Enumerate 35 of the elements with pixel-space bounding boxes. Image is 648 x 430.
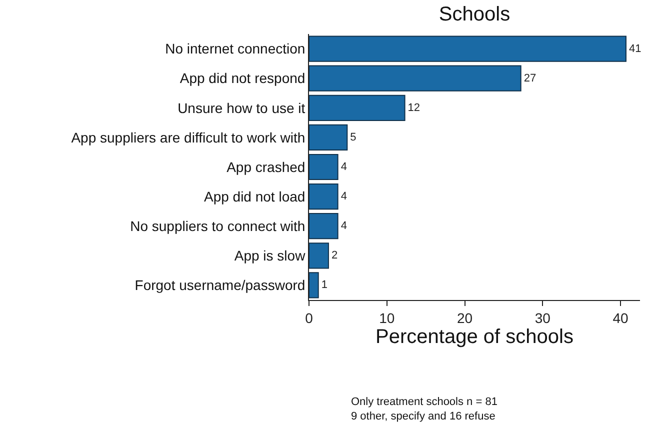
x-tick-label: 10 [379, 310, 395, 326]
x-axis-title: Percentage of schools [376, 326, 574, 348]
data-label: 12 [408, 102, 420, 114]
y-tick-label: No internet connection [165, 40, 306, 57]
bar [309, 154, 338, 180]
data-label: 4 [340, 190, 347, 203]
data-label: 1 [321, 279, 328, 292]
y-tick-label: App did not respond [180, 70, 306, 86]
data-label: 4 [340, 220, 347, 232]
y-tick-label: App crashed [226, 158, 306, 175]
x-tick-label: 40 [612, 310, 629, 326]
bar [309, 242, 329, 269]
y-tick-label: Forgot username/password [134, 277, 306, 294]
y-tick-label: No suppliers to connect with [130, 218, 306, 234]
data-label: 5 [350, 131, 356, 144]
bar [309, 213, 338, 240]
bar [309, 183, 338, 210]
bar [309, 36, 626, 62]
bar [309, 272, 319, 298]
y-tick-label: App suppliers are difficult to work with [71, 129, 306, 146]
data-label: 2 [331, 250, 338, 262]
text: Only treatment schools n = 81 9 other, specify and 16 refuse [351, 396, 498, 422]
data-label: 27 [524, 72, 536, 84]
x-tick-label: 30 [534, 310, 551, 326]
bar [309, 94, 406, 121]
x-tick-label: 20 [456, 310, 473, 326]
chart-title: Schools [438, 3, 510, 26]
y-tick-label: App is slow [234, 248, 306, 264]
bar [309, 124, 348, 151]
y-tick-label: App did not load [204, 188, 306, 204]
x-tick-label: 0 [305, 310, 314, 326]
y-tick-label: Unsure how to use it [178, 100, 306, 116]
data-label: 41 [628, 42, 642, 55]
data-label: 4 [340, 161, 347, 173]
bar [309, 65, 522, 92]
